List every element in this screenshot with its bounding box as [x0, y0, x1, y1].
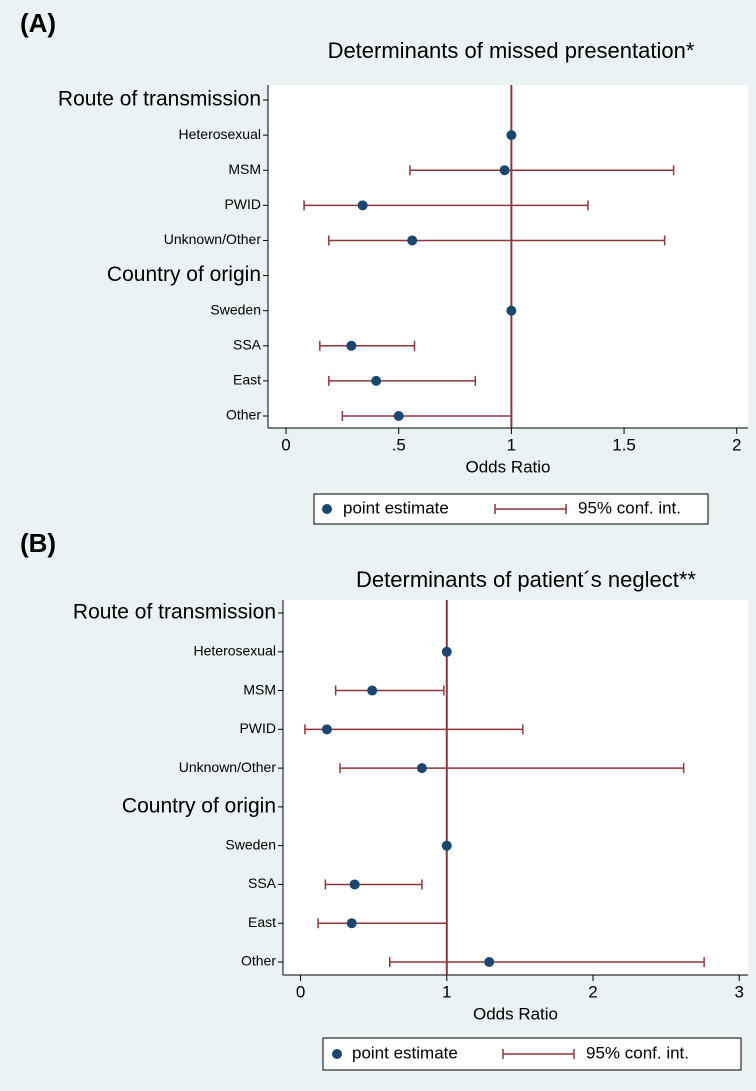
chart-title: Determinants of missed presentation*	[328, 38, 695, 63]
confidence-interval	[409, 165, 675, 176]
y-tick-label: Other	[226, 407, 261, 423]
point-estimate	[499, 165, 510, 176]
point-estimate	[371, 375, 382, 386]
y-tick-label: East	[248, 914, 276, 930]
plot-area	[283, 600, 748, 975]
confidence-interval	[339, 763, 685, 774]
x-tick-label: .5	[392, 435, 406, 454]
point-estimate	[416, 763, 427, 774]
y-tick-label: Sweden	[210, 301, 261, 317]
x-tick-label: 3	[734, 982, 743, 1001]
y-tick-label: Heterosexual	[179, 126, 262, 142]
point-estimate	[349, 879, 360, 890]
y-tick-label: Sweden	[225, 836, 276, 852]
point-estimate	[506, 305, 517, 316]
confidence-interval	[388, 957, 705, 967]
legend-label: point estimate	[343, 498, 449, 517]
legend-marker	[502, 1049, 575, 1059]
confidence-interval	[324, 879, 423, 890]
y-tick-label: Unknown/Other	[179, 759, 277, 775]
group-label: Route of transmission	[58, 88, 261, 111]
confidence-interval	[304, 724, 524, 735]
y-tick-label: SSA	[233, 336, 262, 352]
y-tick-label: SSA	[248, 875, 277, 891]
y-tick-label: MSM	[243, 681, 276, 697]
confidence-interval	[334, 685, 445, 696]
confidence-interval	[328, 235, 666, 246]
legend-label: point estimate	[352, 1043, 458, 1062]
chart-title: Determinants of patient´s neglect**	[356, 567, 696, 592]
point-estimate	[357, 200, 368, 211]
x-tick-label: 2	[588, 982, 597, 1001]
x-tick-label: 0	[281, 435, 290, 454]
point-estimate	[441, 646, 452, 657]
plot-area	[268, 85, 748, 428]
point-estimate	[393, 411, 404, 421]
panel-label: (B)	[20, 528, 56, 558]
legend-marker	[322, 504, 332, 514]
y-tick-label: Heterosexual	[194, 642, 277, 658]
point-estimate	[407, 235, 418, 246]
x-tick-label: 0	[296, 982, 305, 1001]
x-axis-title: Odds Ratio	[465, 457, 550, 476]
group-label: Country of origin	[107, 263, 261, 286]
y-tick-label: PWID	[224, 196, 261, 212]
x-tick-label: 2	[732, 435, 741, 454]
point-estimate	[484, 957, 495, 967]
point-estimate	[346, 918, 357, 929]
y-tick-label: East	[233, 372, 261, 388]
x-axis-title: Odds Ratio	[473, 1004, 558, 1023]
confidence-interval	[341, 411, 513, 421]
confidence-interval	[328, 375, 477, 386]
legend-marker	[494, 504, 567, 514]
y-tick-label: Unknown/Other	[164, 231, 262, 247]
x-tick-label: 1.5	[612, 435, 636, 454]
point-estimate	[441, 840, 452, 851]
y-tick-label: MSM	[228, 161, 261, 177]
x-tick-label: 1	[507, 435, 516, 454]
legend-label: 95% conf. int.	[578, 498, 681, 517]
legend-marker	[332, 1049, 342, 1059]
x-tick-label: 1	[442, 982, 451, 1001]
confidence-interval	[303, 200, 589, 211]
point-estimate	[321, 724, 332, 735]
group-label: Country of origin	[122, 794, 276, 817]
confidence-interval	[317, 918, 448, 929]
point-estimate	[506, 130, 517, 141]
legend-label: 95% conf. int.	[586, 1043, 689, 1062]
y-tick-label: PWID	[239, 720, 276, 736]
point-estimate	[346, 340, 357, 351]
panel-label: (A)	[20, 8, 56, 38]
group-label: Route of transmission	[73, 601, 276, 624]
y-tick-label: Other	[241, 953, 276, 969]
point-estimate	[367, 685, 378, 696]
confidence-interval	[319, 340, 416, 351]
